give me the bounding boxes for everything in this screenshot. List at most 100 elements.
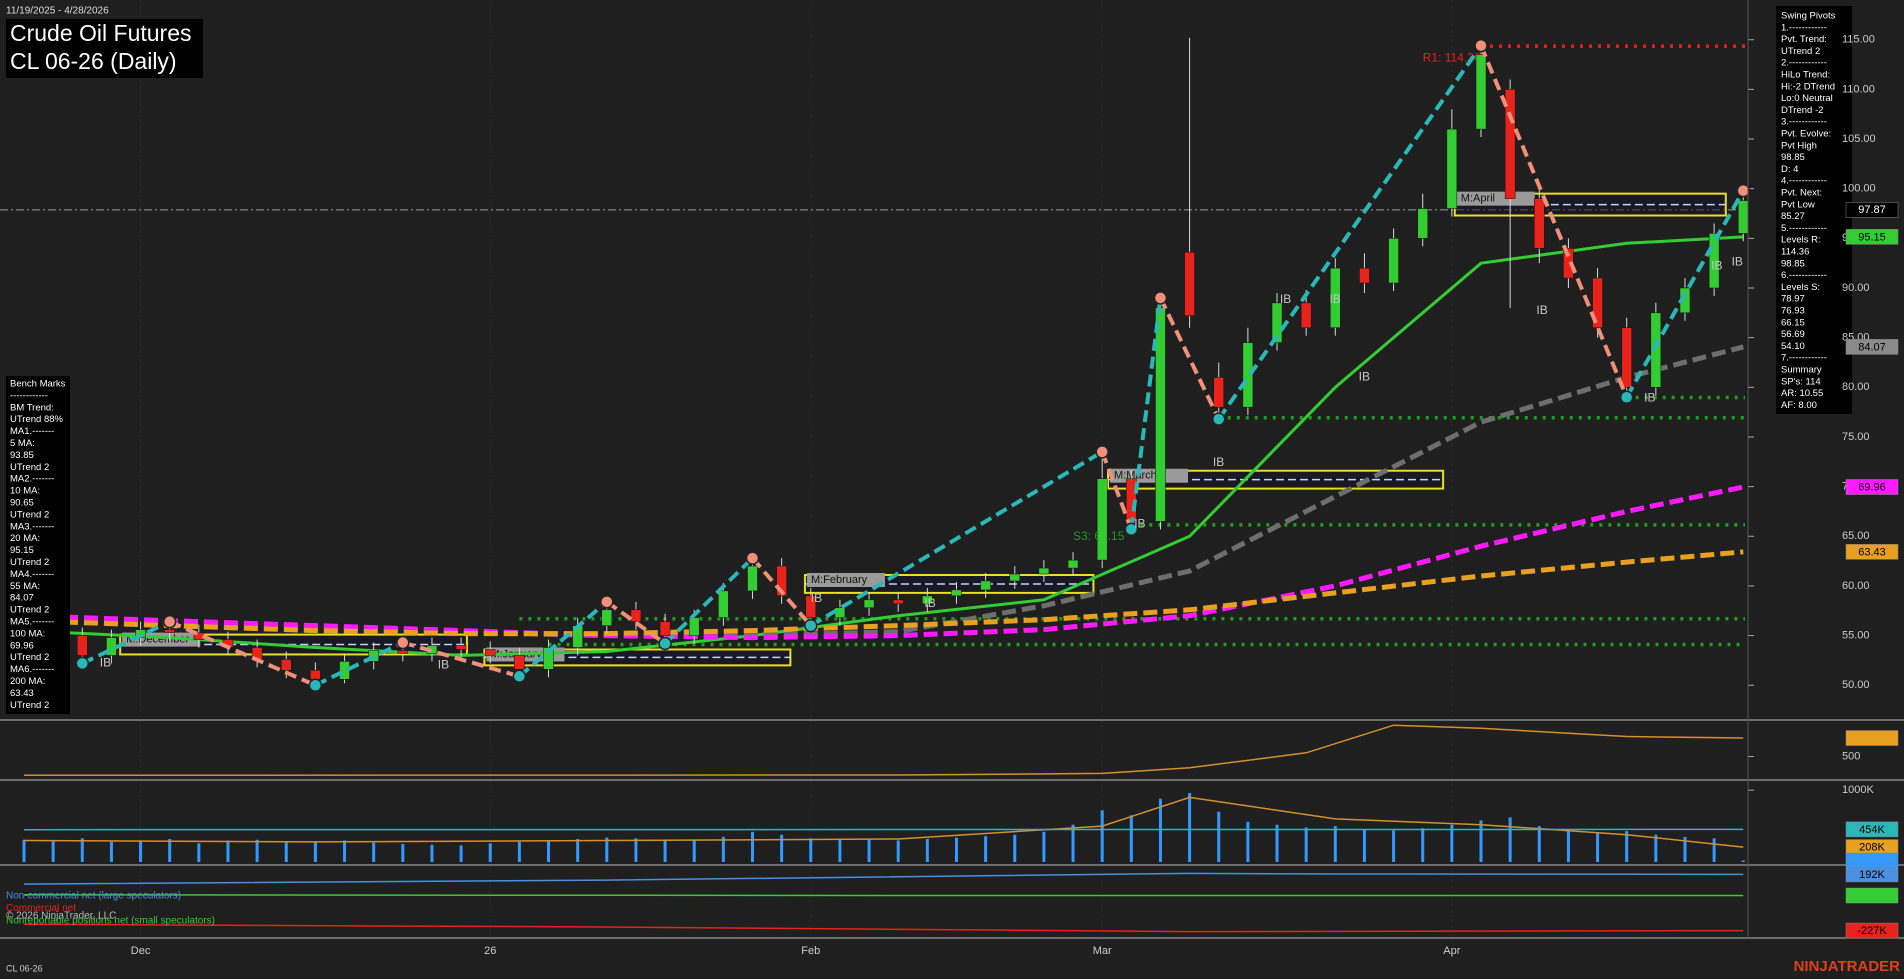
volume-bar — [1421, 828, 1425, 862]
level-label: R1: 114.36 — [1423, 50, 1481, 64]
x-tick-label: Apr — [1443, 945, 1460, 957]
x-tick-label: Feb — [801, 945, 820, 957]
candle-body — [747, 565, 758, 592]
candle-body — [339, 661, 350, 680]
candle-body — [1504, 89, 1516, 199]
swing-leg — [1129, 297, 1163, 530]
annotation: IB — [1280, 292, 1291, 306]
swing-pivot — [396, 635, 410, 650]
bench-mark-line: 200 MA: — [10, 676, 45, 687]
volume-bar — [896, 840, 900, 862]
title-box — [6, 19, 203, 78]
swing-leg — [1100, 451, 1134, 531]
swing-leg — [518, 600, 609, 678]
price-tag-label: 208K — [1859, 841, 1885, 853]
swing-pivot-line: Levels S: — [1781, 282, 1820, 293]
volume-bar — [838, 839, 842, 862]
volume-bar — [1246, 821, 1250, 862]
candle-body — [834, 607, 846, 618]
footer-symbol: CL 06-26 — [6, 963, 43, 973]
price-tag — [1845, 866, 1899, 883]
candle-body — [1300, 302, 1312, 328]
brand: NINJATRADER — [1794, 958, 1901, 975]
volume-bar — [576, 839, 580, 862]
candle-body — [1534, 198, 1545, 249]
swing-pivot-line: 76.93 — [1781, 306, 1805, 317]
swing-leg — [750, 556, 813, 627]
swing-leg — [809, 450, 1104, 628]
candle-body — [1359, 267, 1370, 284]
volume-bar — [1392, 830, 1396, 862]
annotation: IB — [1536, 303, 1547, 317]
volume-bar — [313, 841, 317, 862]
annotation: IB — [1329, 292, 1340, 306]
candle-body — [164, 629, 175, 633]
swing-pivot-line: 56.69 — [1781, 329, 1805, 340]
swing-pivot-line: Pvt. Evolve: — [1781, 129, 1831, 140]
bench-mark-line: BM Trend: — [10, 402, 54, 413]
swing-pivot-line: 78.97 — [1781, 294, 1805, 305]
candle-body — [1067, 559, 1079, 569]
volume-bar — [984, 836, 988, 862]
candle-body — [281, 659, 292, 671]
swing-pivot-line: 7.------------ — [1781, 353, 1827, 364]
swing-pivot-line: Hi:-2 DTrend — [1781, 81, 1835, 92]
bench-mark-line: 90.65 — [10, 498, 34, 509]
candle-body — [1475, 54, 1487, 130]
x-tick-label: Dec — [131, 945, 151, 957]
volume-bar — [22, 839, 26, 862]
bench-marks-box — [6, 376, 70, 714]
candle-body — [1738, 200, 1749, 234]
annotation: IB — [1213, 455, 1224, 469]
swing-pivot-line: 114.36 — [1781, 247, 1809, 258]
bench-mark-line: 100 MA: — [10, 628, 45, 639]
volume-bar — [1333, 826, 1337, 862]
volume-bar — [1275, 824, 1279, 862]
price-tag — [1845, 821, 1899, 838]
volume-bar — [1537, 826, 1541, 862]
candle-body — [1009, 573, 1021, 582]
price-tag — [1845, 922, 1899, 939]
bench-mark-line: MA4.------- — [10, 569, 54, 580]
candle-body — [1563, 248, 1574, 279]
swing-pivot — [1736, 183, 1751, 198]
swing-leg — [81, 619, 171, 666]
bench-mark-line: UTrend 88% — [10, 414, 64, 425]
swing-pivot-line: 3.------------ — [1781, 117, 1827, 128]
candle-body — [1708, 233, 1720, 289]
swing-pivot-line: 98.85 — [1781, 258, 1805, 269]
cot-line — [23, 872, 1744, 885]
candle-body — [1184, 251, 1195, 317]
swing-pivot — [75, 656, 90, 671]
volume-bar — [780, 834, 784, 862]
volume-bar — [751, 831, 754, 862]
volume-bar — [663, 839, 667, 862]
bench-mark-line: UTrend 2 — [10, 700, 49, 711]
swing-pivot-line: Pvt. Trend: — [1781, 34, 1827, 45]
cot-line — [23, 894, 1744, 897]
bench-mark-line: 20 MA: — [10, 533, 40, 544]
volume-bar — [401, 844, 405, 862]
candle-body — [514, 655, 525, 670]
indicator-line — [23, 724, 1744, 777]
volume-bar — [1129, 815, 1133, 862]
bench-mark-line: UTrend 2 — [10, 652, 49, 663]
candle-body — [1621, 327, 1632, 388]
candle-body — [601, 609, 613, 626]
y-tick-label: 65.00 — [1842, 530, 1870, 542]
swing-pivot-line: 98.85 — [1781, 152, 1805, 163]
moving-average — [23, 235, 1744, 657]
bench-mark-line: 5 MA: — [10, 438, 35, 449]
y-tick-label: 500 — [1842, 750, 1860, 762]
moving-average — [23, 484, 1744, 641]
y-tick-label: 60.00 — [1842, 580, 1870, 592]
candle-body — [455, 645, 467, 650]
y-tick-label: 90.00 — [1842, 282, 1870, 294]
bench-mark-line: 93.85 — [10, 450, 34, 461]
candle-body — [1330, 267, 1341, 328]
candle-body — [1417, 208, 1428, 239]
bench-mark-line: UTrend 2 — [10, 605, 49, 616]
x-tick-label: 26 — [484, 945, 496, 957]
candle-body — [776, 565, 787, 597]
swing-pivot-line: 2.------------ — [1781, 58, 1827, 69]
